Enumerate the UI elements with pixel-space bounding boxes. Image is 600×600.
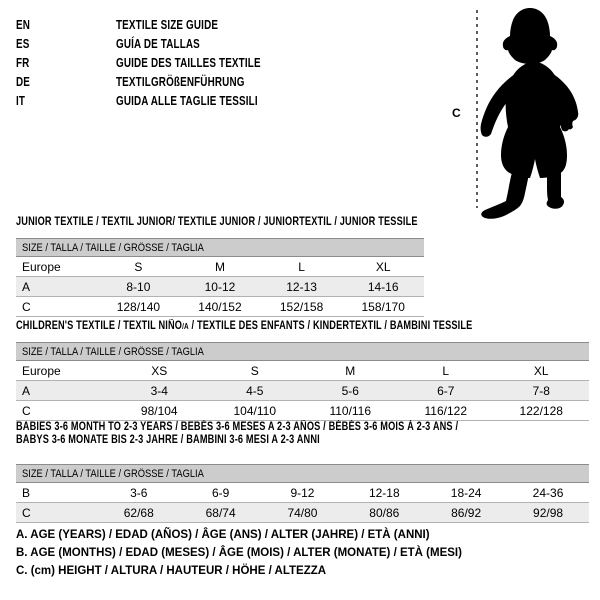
svg-text:C: C [452, 106, 461, 120]
